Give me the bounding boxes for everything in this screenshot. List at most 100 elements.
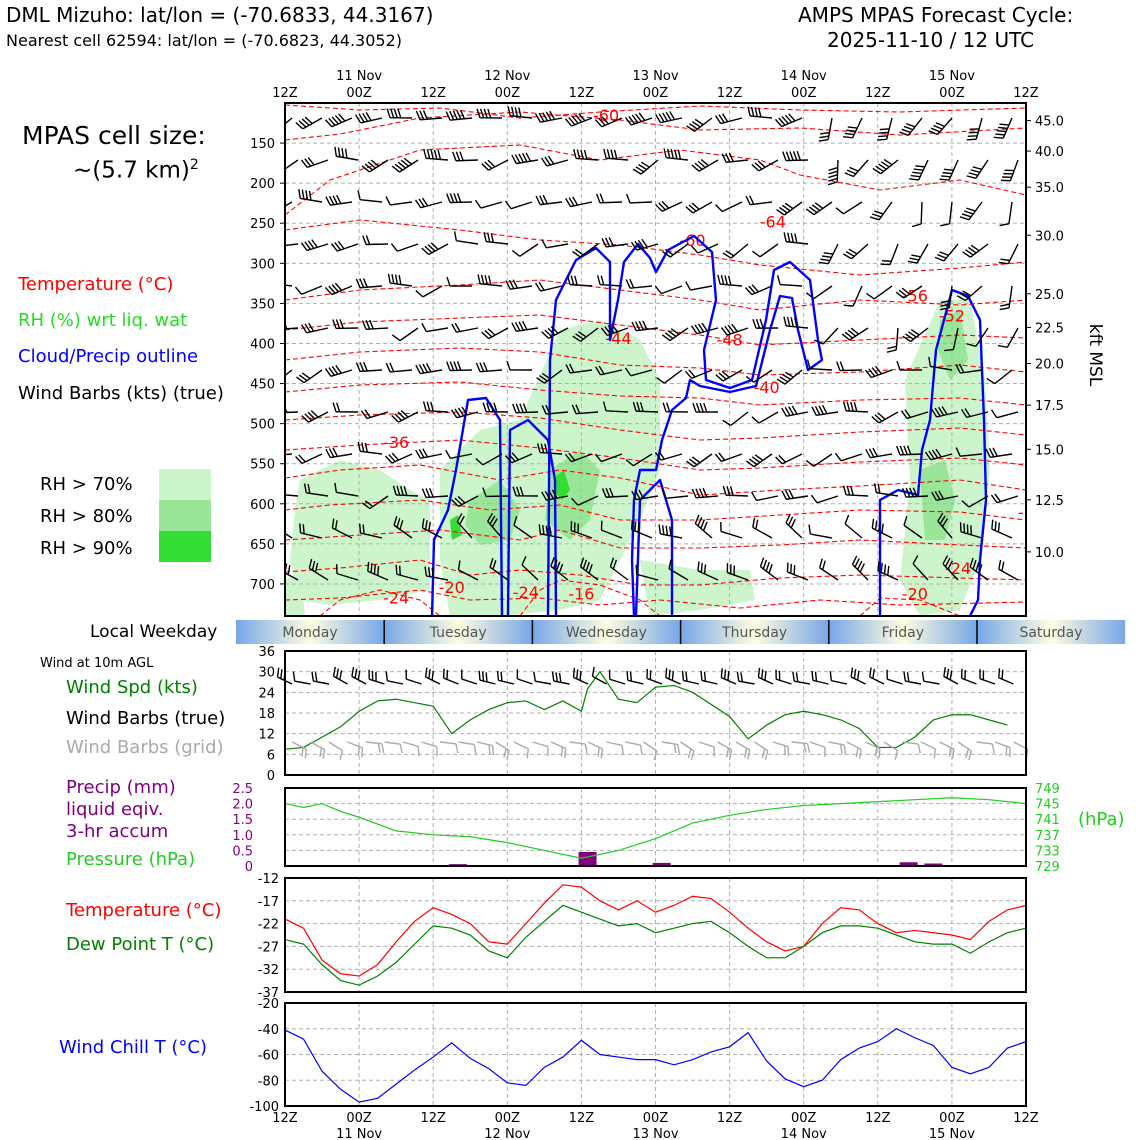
upper-wind-barb — [521, 556, 539, 581]
upper-wind-barb — [873, 483, 899, 497]
upper-wind-barb — [714, 452, 743, 463]
upper-wind-barb — [661, 489, 689, 499]
upper-wind-barb — [686, 117, 713, 132]
upper-wind-barb — [694, 514, 713, 539]
surface-wind-barb-grid — [680, 741, 695, 761]
upper-wind-barb — [573, 149, 599, 161]
upper-wind-barb — [663, 148, 689, 161]
upper-wind-barb — [752, 318, 779, 329]
top-time-label: 12Z — [1013, 86, 1039, 101]
surface-wind-barb-true — [496, 670, 515, 685]
surface-wind-barb-grid — [458, 741, 477, 754]
upper-wind-barb — [325, 194, 353, 206]
upper-wind-barb — [911, 201, 923, 228]
wind-tick-label: 6 — [267, 748, 275, 763]
surface-wind-barb-grid — [976, 741, 995, 754]
bottom-date-label: 14 Nov — [781, 1127, 827, 1140]
upper-wind-barb — [564, 452, 593, 463]
cross-section-frame — [284, 102, 1027, 617]
surface-wind-barb-grid — [624, 741, 643, 755]
upper-wind-barb — [899, 117, 923, 136]
pressure-tick-label: 650 — [250, 538, 275, 553]
upper-wind-barb — [745, 195, 773, 206]
surface-wind-barb-grid — [347, 741, 364, 758]
upper-wind-barb — [632, 159, 659, 175]
panel-frames — [284, 102, 1027, 1107]
upper-wind-barb — [744, 284, 773, 296]
surface-wind-barb-grid — [772, 741, 790, 757]
upper-wind-barb — [541, 404, 569, 415]
precip-bar — [899, 862, 918, 866]
legend-wind-barbs: Wind Barbs (kts) (true) — [18, 383, 224, 404]
precip-tick-label: 0.5 — [232, 844, 253, 859]
upper-wind-barb — [300, 239, 329, 252]
surface-wind-barb-true — [533, 671, 552, 685]
upper-wind-barb — [955, 363, 983, 374]
upper-wind-barb — [571, 495, 599, 506]
pressure-tick-label: 741 — [1035, 813, 1060, 828]
upper-wind-barb — [624, 367, 653, 377]
upper-wind-barb — [357, 190, 383, 203]
cell-size-sup: 2 — [189, 157, 199, 173]
temp-contour-7 — [285, 381, 1026, 406]
upper-wind-barb — [415, 110, 443, 121]
surface-wind-barb-true — [869, 667, 885, 685]
upper-wind-barb — [631, 320, 659, 332]
weekday-band — [384, 620, 533, 644]
upper-wind-barb — [600, 323, 629, 337]
chill-tick-label: -40 — [258, 1023, 279, 1038]
rh-swatch-80 — [159, 500, 211, 531]
upper-wind-barb — [285, 159, 299, 170]
upper-wind-barb — [811, 404, 839, 416]
surface-wind-barb-grid — [476, 741, 495, 756]
cell-size-title: MPAS cell size: — [22, 121, 206, 150]
upper-wind-barb — [301, 410, 329, 423]
upper-wind-barb — [998, 559, 1019, 581]
upper-wind-barb — [303, 483, 329, 497]
upper-wind-barb — [481, 327, 509, 340]
upper-wind-barb — [924, 448, 953, 461]
temp-label: -24 — [513, 583, 539, 602]
bottom-time-label: 12Z — [1013, 1111, 1039, 1126]
upper-wind-barb — [453, 231, 479, 245]
surface-wind-barb-true — [591, 666, 607, 685]
weekday-name: Friday — [882, 625, 924, 641]
height-tick-label: 12.5 — [1035, 494, 1064, 509]
cloud-outline-3 — [634, 478, 674, 616]
upper-wind-barb — [668, 559, 689, 581]
surface-wind-barb-true — [757, 667, 774, 685]
upper-wind-barb — [751, 159, 779, 172]
temp-tick-label: -22 — [258, 918, 279, 933]
rh-region-9 — [554, 470, 570, 500]
surface-wind-barb-grid — [402, 741, 420, 756]
top-time-label: 12Z — [420, 86, 446, 101]
precip-tick-label: 0 — [245, 860, 253, 875]
upper-wind-barb — [871, 411, 899, 424]
temp-tick-label: -37 — [258, 986, 279, 1001]
height-tick-label: 30.0 — [1035, 229, 1064, 244]
wind-speed-line — [284, 670, 1008, 750]
surface-wind-barb-grid — [421, 741, 438, 757]
weekday-label: Local Weekday — [90, 622, 218, 642]
upper-wind-barb — [662, 402, 689, 413]
upper-wind-barb — [774, 113, 803, 128]
surface-wind-barb-grid — [606, 741, 624, 755]
surface-wind-barb-true — [736, 671, 755, 685]
precip-bar — [578, 851, 597, 866]
surface-wind-barb-true — [811, 670, 829, 685]
pressure-label: Pressure (hPa) — [66, 849, 196, 870]
surface-wind-barb-true — [442, 668, 459, 685]
upper-wind-barb — [880, 243, 899, 266]
temp-tick-label: -32 — [258, 963, 279, 978]
upper-wind-barb — [685, 281, 713, 291]
precip-label-2: liquid eqiv. — [66, 799, 164, 820]
upper-wind-barb — [810, 494, 839, 504]
upper-wind-barb — [903, 516, 923, 539]
upper-wind-barb — [421, 322, 449, 333]
top-date-label: 15 Nov — [929, 69, 975, 84]
surface-wind-barb-true — [332, 666, 348, 685]
upper-wind-barb — [570, 521, 593, 539]
upper-wind-barb — [928, 356, 953, 371]
upper-wind-barb — [630, 520, 653, 539]
temperature-line — [284, 884, 1027, 977]
